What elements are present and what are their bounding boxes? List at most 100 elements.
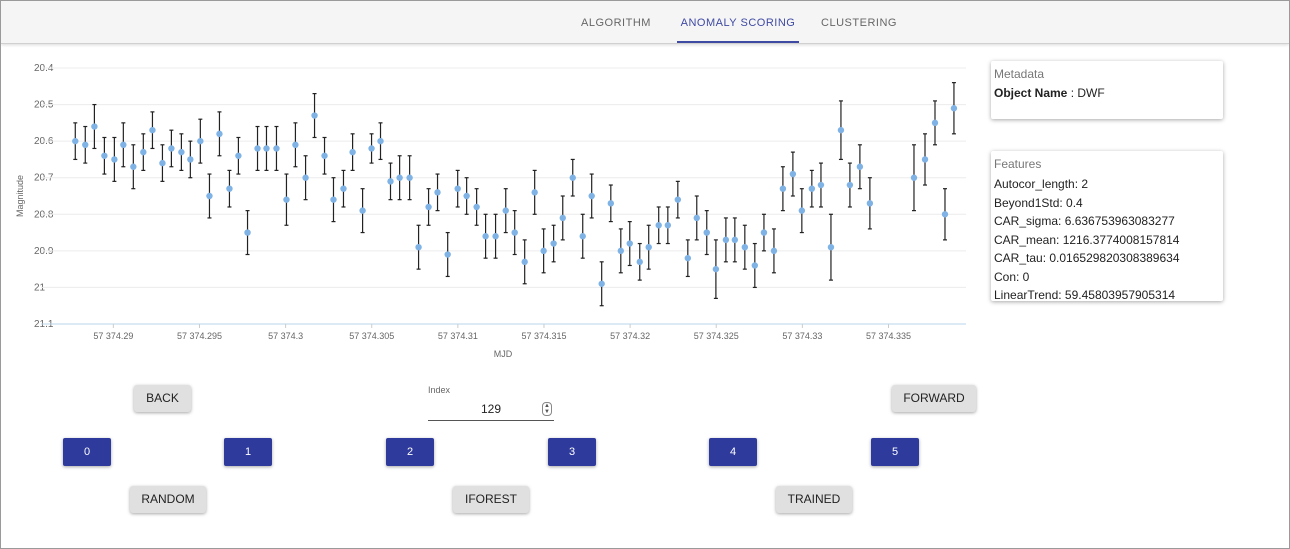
card-title: Metadata <box>994 67 1045 81</box>
x-tick-label: 57 374.32 <box>610 331 650 341</box>
point <box>751 262 759 269</box>
point <box>396 174 403 181</box>
point <box>910 174 918 181</box>
point <box>168 145 175 152</box>
point <box>463 192 470 200</box>
point <box>540 247 547 255</box>
point <box>254 145 261 152</box>
number-button[interactable]: 4 <box>709 438 757 466</box>
number-button[interactable]: 5 <box>871 438 919 466</box>
point <box>216 130 223 138</box>
point <box>569 174 576 181</box>
point <box>349 148 356 156</box>
point <box>921 156 929 163</box>
x-axis-label: MJD <box>494 349 513 359</box>
point <box>91 123 98 130</box>
number-button[interactable]: 0 <box>63 438 111 466</box>
point <box>531 189 538 196</box>
tab-bar: ALGORITHM ANOMALY SCORING CLUSTERING <box>1 1 1289 44</box>
point <box>72 137 79 145</box>
point <box>482 233 489 240</box>
point <box>655 222 662 229</box>
x-tick-label: 57 374.29 <box>93 331 133 341</box>
point <box>712 265 720 273</box>
point <box>693 214 700 222</box>
y-axis-label: Magnitude <box>15 175 25 217</box>
back-button[interactable]: BACK <box>134 385 191 412</box>
feature-line: CAR_mean: 1216.3774008157814 <box>994 232 1180 247</box>
metadata-value: : DWF <box>1067 86 1105 100</box>
point <box>837 126 845 134</box>
random-button[interactable]: RANDOM <box>130 486 206 513</box>
x-tick-label: 57 374.315 <box>521 331 566 341</box>
point <box>434 189 441 196</box>
chart: Magnitude MJD 20.420.520.620.720.820.921… <box>15 63 966 359</box>
x-tick-label: 57 374.33 <box>782 331 822 341</box>
point <box>808 185 816 192</box>
point <box>684 254 692 262</box>
point <box>149 126 156 134</box>
point <box>588 192 595 200</box>
point <box>598 280 605 287</box>
point <box>579 233 586 240</box>
point <box>368 145 375 152</box>
point <box>206 192 213 200</box>
point <box>511 229 518 236</box>
number-button[interactable]: 2 <box>386 438 434 466</box>
point <box>798 207 806 214</box>
point <box>502 207 509 214</box>
point <box>82 141 89 148</box>
x-tick-label: 57 374.295 <box>177 331 222 341</box>
point <box>636 258 643 266</box>
point <box>387 178 394 185</box>
point <box>931 119 939 127</box>
point <box>626 240 633 247</box>
point <box>866 200 874 207</box>
forward-button[interactable]: FORWARD <box>892 385 976 412</box>
metadata-card: Metadata Object Name : DWF <box>991 61 1223 119</box>
point <box>406 174 413 181</box>
tab[interactable]: ALGORITHM <box>581 17 651 29</box>
index-label: Index <box>428 385 451 395</box>
index-input[interactable]: 129 ▲ ▼ <box>428 398 554 421</box>
feature-line: Beyond1Std: 0.4 <box>994 195 1083 210</box>
point <box>827 244 835 251</box>
point <box>703 229 710 236</box>
point <box>340 185 347 192</box>
point <box>159 159 166 167</box>
point <box>111 156 118 163</box>
point <box>607 200 615 207</box>
metadata-label: Object Name <box>994 86 1068 100</box>
point <box>130 163 137 170</box>
point <box>779 185 787 192</box>
point <box>292 141 299 148</box>
point <box>492 233 499 240</box>
point <box>817 181 825 189</box>
point <box>664 222 672 229</box>
point <box>263 145 270 152</box>
trained-button[interactable]: TRAINED <box>776 486 852 513</box>
point <box>359 207 366 214</box>
tab[interactable]: CLUSTERING <box>821 17 897 29</box>
number-button[interactable]: 3 <box>548 438 596 466</box>
point <box>789 170 797 178</box>
feature-line: CAR_tau: 0.016529820308389634 <box>994 251 1180 265</box>
point <box>321 152 328 159</box>
number-button[interactable]: 1 <box>224 438 272 466</box>
feature-line: Autocor_length: 2 <box>994 177 1089 191</box>
point <box>550 240 557 247</box>
point <box>473 203 480 211</box>
iforest-button[interactable]: IFOREST <box>453 486 529 513</box>
point <box>377 137 384 145</box>
point <box>856 163 864 170</box>
point <box>311 112 318 119</box>
point <box>674 196 682 203</box>
point <box>846 181 854 189</box>
point <box>283 196 290 203</box>
point <box>101 152 108 159</box>
point <box>302 174 309 181</box>
point <box>120 141 127 148</box>
point <box>273 145 280 152</box>
tab[interactable]: ANOMALY SCORING <box>677 1 799 43</box>
spinner[interactable]: ▲ ▼ <box>542 402 552 416</box>
